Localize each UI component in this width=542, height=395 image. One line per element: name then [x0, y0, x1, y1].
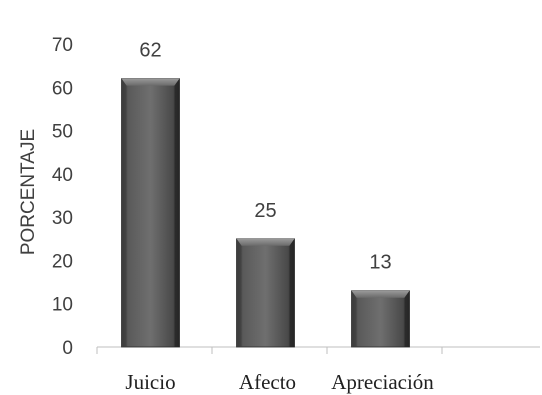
bar-bevel [351, 290, 410, 298]
y-axis-title: PORCENTAJE [18, 129, 39, 255]
category-label: Apreciación [331, 370, 434, 394]
data-label: 25 [254, 200, 276, 222]
y-tick-label: 70 [52, 35, 73, 56]
data-labels: 62 25 13 [139, 40, 391, 274]
y-tick-label: 10 [52, 295, 73, 316]
bar-bevel-right [174, 78, 180, 347]
bar-bevel-right [289, 238, 295, 347]
bar-bevel [121, 78, 180, 86]
y-tick-labels: 0 10 20 30 40 50 60 70 [52, 35, 73, 359]
bar-body [236, 238, 295, 348]
axis-lines [96, 346, 540, 354]
category-label: Afecto [239, 370, 296, 394]
category-label: Juicio [125, 370, 175, 394]
bar-bevel-left [351, 290, 357, 347]
y-tick-label: 20 [52, 251, 73, 272]
y-tick-label: 30 [52, 208, 73, 229]
bar-bevel-right [404, 290, 410, 347]
data-label: 62 [139, 40, 161, 62]
bar-bevel-left [121, 78, 127, 347]
category-labels: Juicio Afecto Apreciación [125, 370, 434, 394]
bar-bevel [236, 238, 295, 246]
y-tick-label: 60 [52, 78, 73, 99]
bar [236, 238, 295, 348]
bar [121, 78, 180, 348]
y-tick-label: 0 [62, 338, 73, 359]
bar-body [351, 290, 410, 348]
bar-body [121, 78, 180, 348]
bar [351, 290, 410, 348]
bars [121, 78, 410, 348]
y-tick-label: 50 [52, 122, 73, 143]
y-tick-label: 40 [52, 165, 73, 186]
bar-bevel-left [236, 238, 242, 347]
data-label: 13 [369, 252, 391, 274]
